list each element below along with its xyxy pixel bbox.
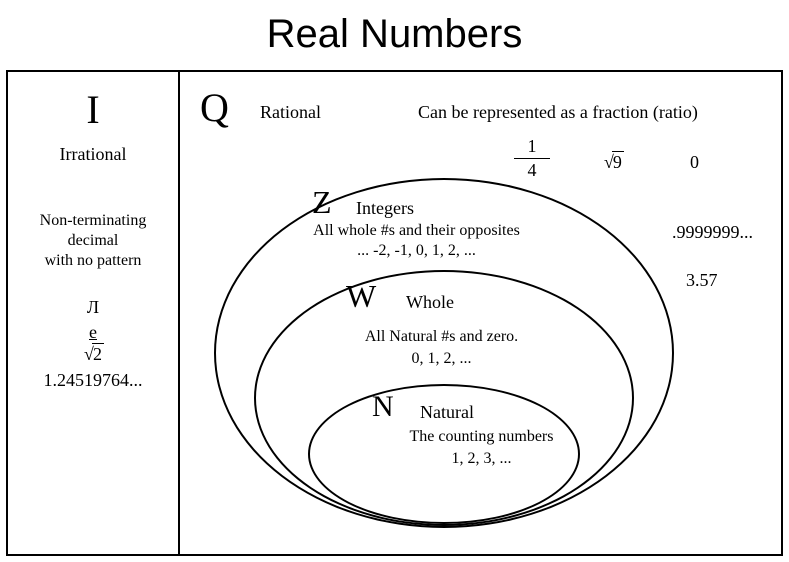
fraction-numerator: 1 <box>512 136 552 157</box>
natural-symbol: N <box>372 390 394 424</box>
integers-symbol: Z <box>312 184 332 221</box>
terminating-decimal: 3.57 <box>686 270 718 291</box>
integers-description: All whole #s and their opposites <box>182 222 651 240</box>
rational-symbol: Q <box>200 84 229 131</box>
irrational-desc-3: with no pattern <box>8 252 178 270</box>
irrational-symbol: I <box>8 86 178 133</box>
whole-description: All Natural #s and zero. <box>182 328 701 346</box>
integers-label: Integers <box>356 198 414 219</box>
whole-example: 0, 1, 2, ... <box>182 350 701 368</box>
irrational-label: Irrational <box>8 144 178 165</box>
title: Real Numbers <box>0 0 789 63</box>
rational-label: Rational <box>260 102 321 123</box>
zero-example: 0 <box>690 152 699 173</box>
fraction-one-quarter: 1 4 <box>512 136 552 181</box>
whole-label: Whole <box>406 292 454 313</box>
whole-symbol: W <box>346 278 376 315</box>
irrational-desc-1: Non-terminating <box>8 212 178 230</box>
pi-symbol: Л <box>8 297 178 318</box>
outer-frame: I Irrational Non-terminating decimal wit… <box>6 70 783 556</box>
rational-description: Can be represented as a fraction (ratio) <box>418 102 698 123</box>
irrational-desc-2: decimal <box>8 232 178 250</box>
integers-example: ... -2, -1, 0, 1, 2, ... <box>182 242 651 260</box>
sqrt2: 2 <box>8 344 178 365</box>
sqrt2-radicand: 2 <box>92 343 104 364</box>
sqrt9-radicand: 9 <box>612 151 624 172</box>
rational-panel: Q Rational Can be represented as a fract… <box>182 72 781 554</box>
sqrt9: 9 <box>602 152 624 173</box>
irrational-decimal: 1.24519764... <box>8 370 178 391</box>
fraction-bar <box>514 158 550 159</box>
repeating-decimal: .9999999... <box>672 222 753 243</box>
natural-description: The counting numbers <box>258 428 705 446</box>
natural-label: Natural <box>420 402 474 423</box>
fraction-denominator: 4 <box>512 160 552 181</box>
natural-example: 1, 2, 3, ... <box>258 450 705 468</box>
e-symbol: e <box>8 322 178 343</box>
irrational-panel: I Irrational Non-terminating decimal wit… <box>8 72 180 554</box>
